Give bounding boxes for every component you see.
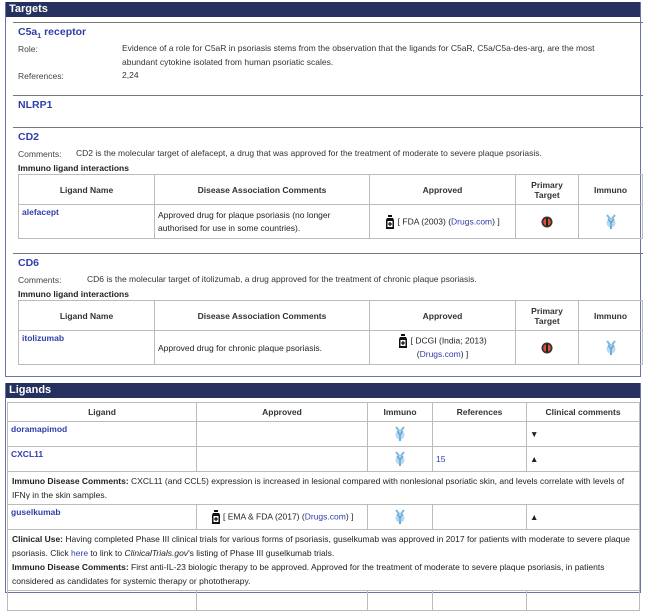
immuno-icon — [394, 509, 406, 525]
ligands-panel: Ligands Ligand Approved Immuno Reference… — [5, 383, 641, 611]
section-subtitle: Immuno ligand interactions — [18, 289, 129, 299]
col-header: Disease Association Comments — [154, 300, 370, 331]
col-header: Immuno — [578, 300, 643, 331]
target-name[interactable]: C5a1 receptor — [18, 26, 86, 40]
target-nlrp1: NLRP1 — [13, 95, 643, 127]
detail-text: CXCL11 (and CCL5) expression is increase… — [12, 476, 625, 500]
primary-target-icon — [541, 216, 553, 228]
table-row: doramapimod ▼ — [7, 421, 640, 447]
table-row: itolizumab Approved drug for chronic pla… — [18, 330, 643, 365]
ligand-link[interactable]: doramapimod — [11, 424, 68, 434]
target-name[interactable]: CD6 — [18, 257, 40, 269]
targets-panel: Targets C5a1 receptor Role: Evidence of … — [5, 2, 643, 377]
immuno-icon — [605, 340, 617, 356]
target-name[interactable]: CD2 — [18, 131, 40, 143]
col-header: Immuno — [578, 174, 643, 205]
col-header: Disease Association Comments — [154, 174, 370, 205]
clinical-use-text: Having completed Phase III clinical tria… — [12, 534, 630, 558]
target-name-suffix: receptor — [41, 26, 87, 38]
table-row: alefacept Approved drug for plaque psori… — [18, 204, 643, 239]
here-link[interactable]: here — [71, 548, 89, 558]
clinical-use-label: Clinical Use: — [12, 534, 64, 544]
detail-label: Immuno Disease Comments: — [12, 476, 129, 486]
immuno-icon — [605, 214, 617, 230]
col-header: References — [432, 402, 527, 422]
role-text: Evidence of a role for C5aR in psoriasis… — [122, 43, 595, 67]
col-header: Approved — [369, 174, 516, 205]
comment-cell: Approved drug for chronic plaque psorias… — [154, 330, 370, 365]
ligands-table: Ligand Approved Immuno References Clinic… — [7, 402, 640, 611]
expand-toggle[interactable]: ▼ — [526, 421, 640, 447]
comments-text: CD2 is the molecular target of alefacept… — [76, 148, 542, 158]
target-name-text: C5a — [18, 26, 38, 38]
detail-row: Clinical Use: Having completed Phase III… — [7, 529, 640, 591]
target-cd6: CD6 Comments: CD6 is the molecular targe… — [13, 253, 643, 373]
col-header: Immuno — [367, 402, 433, 422]
approved-text-end: ) ] — [345, 511, 354, 522]
clinicaltrials-text: ClinicalTrials.gov — [124, 548, 189, 558]
caret-up-icon: ▲ — [530, 512, 539, 522]
col-header: Approved — [369, 300, 516, 331]
col-header: Ligand Name — [18, 174, 155, 205]
section-subtitle: Immuno ligand interactions — [18, 163, 129, 173]
ligand-link[interactable]: guselkumab — [11, 507, 61, 517]
approved-text: [ FDA (2003) ( — [397, 215, 452, 226]
col-header: Approved — [196, 402, 368, 422]
target-c5a1-receptor: C5a1 receptor Role: Evidence of a role f… — [13, 22, 643, 94]
caret-up-icon: ▲ — [530, 454, 539, 464]
reference-link[interactable]: 15 — [436, 454, 446, 464]
references-link[interactable]: 2,24 — [122, 70, 139, 80]
col-header: Primary Target — [515, 174, 579, 205]
caret-down-icon: ▼ — [530, 429, 539, 439]
immuno-ligand-table: Ligand Name Disease Association Comments… — [18, 300, 643, 365]
collapse-toggle[interactable]: ▲ — [526, 504, 640, 530]
target-name-subscript: 1 — [37, 33, 42, 41]
comment-cell: Approved drug for plaque psoriasis (no l… — [154, 204, 370, 239]
drugs-com-link[interactable]: Drugs.com — [451, 215, 493, 226]
references-label: References: — [18, 71, 64, 81]
detail-label: Immuno Disease Comments: — [12, 562, 129, 572]
primary-target-icon — [541, 342, 553, 354]
col-header: Ligand — [7, 402, 197, 422]
clinical-use-text: to link to — [88, 548, 125, 558]
immuno-ligand-table: Ligand Name Disease Association Comments… — [18, 174, 643, 239]
detail-text: First anti-IL-23 biologic therapy to be … — [12, 562, 605, 586]
collapse-toggle[interactable]: ▲ — [526, 446, 640, 472]
target-name[interactable]: NLRP1 — [18, 99, 53, 111]
immuno-icon — [394, 426, 406, 442]
table-row: guselkumab [ EMA & FDA (2017) (Drugs.com… — [7, 504, 640, 530]
comments-label: Comments: — [18, 149, 62, 159]
target-cd2: CD2 Comments: CD2 is the molecular targe… — [13, 127, 643, 252]
approved-text: [ EMA & FDA (2017) ( — [222, 511, 305, 522]
approved-drug-icon — [385, 215, 395, 229]
ligands-header: Ligands — [6, 383, 640, 398]
targets-header: Targets — [6, 2, 640, 17]
approved-text-end: ) ] — [460, 349, 469, 359]
col-header: Clinical comments — [526, 402, 640, 422]
drugs-com-link[interactable]: Drugs.com — [419, 349, 461, 359]
comments-label: Comments: — [18, 275, 62, 285]
col-header: Primary Target — [515, 300, 579, 331]
immuno-icon — [394, 451, 406, 467]
approved-drug-icon — [211, 510, 221, 524]
approved-text: [ DCGI (India; 2013) — [410, 335, 487, 346]
detail-row: Immuno Disease Comments: CXCL11 (and CCL… — [7, 471, 640, 505]
drugs-com-link[interactable]: Drugs.com — [304, 511, 346, 522]
ligand-link[interactable]: CXCL11 — [11, 449, 44, 459]
ligand-link[interactable]: itolizumab — [22, 333, 65, 343]
role-label: Role: — [18, 44, 38, 54]
comments-text: CD6 is the molecular target of itolizuma… — [87, 274, 477, 284]
approved-drug-icon — [398, 334, 408, 348]
table-row: CXCL11 15 ▲ — [7, 446, 640, 472]
approved-text-end: ) ] — [492, 215, 500, 226]
ligand-link[interactable]: alefacept — [22, 207, 59, 217]
col-header: Ligand Name — [18, 300, 155, 331]
clinical-use-text: 's listing of Phase III guselkumab trial… — [188, 548, 335, 558]
